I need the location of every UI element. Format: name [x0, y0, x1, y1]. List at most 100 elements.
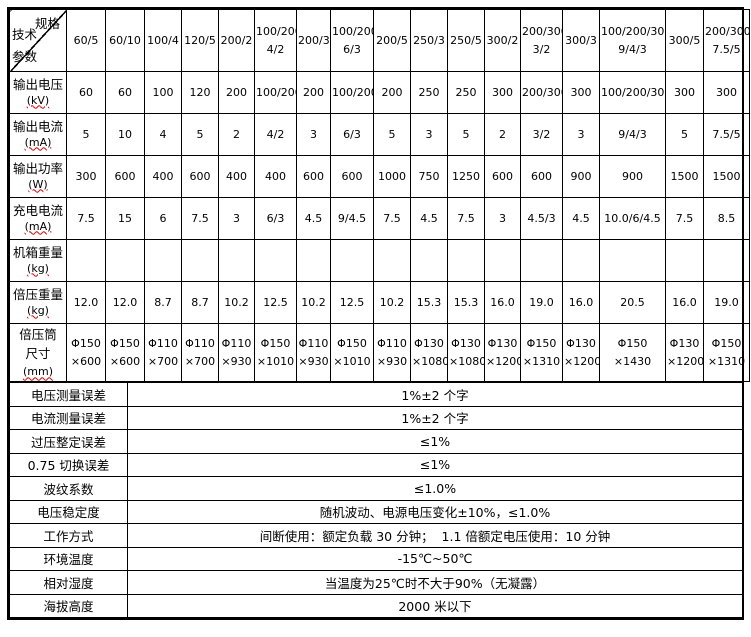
value-cell: 16.0 — [562, 281, 600, 324]
value-cell: 12.5 — [330, 281, 374, 324]
row-unit: (mA) — [24, 219, 52, 233]
spec-row-label: 海拔高度 — [9, 593, 128, 618]
table-row: 输出电压(kV)6060100120200100/200200100/20020… — [9, 71, 750, 114]
value-cell: Φ150 ×600 — [66, 323, 106, 382]
value-cell: Φ150 ×1310 — [520, 323, 563, 382]
value-cell: 250 — [410, 71, 448, 114]
row-label: 倍压筒 尺寸 — [19, 326, 57, 361]
row-label-cell: 充电电流 (mA) — [9, 197, 67, 240]
value-cell: Φ150 ×1010 — [254, 323, 297, 382]
row-label: 输出功率 — [12, 160, 63, 176]
model-header: 250/3 — [410, 9, 448, 72]
table-row: 倍压重量 (kg) 12.0 12.0 8.7 8.7 10.2 12.5 10.2 12.5 10… — [9, 281, 750, 324]
value-cell: 8.5 — [703, 197, 750, 240]
value-cell: 19.0 — [520, 281, 563, 324]
value-cell: 6/3 — [254, 197, 297, 240]
value-cell — [703, 239, 750, 282]
spec-row: 电压稳定度 随机波动、电源电压变化±10%，≤1.0% — [9, 499, 743, 524]
table-row: 输出功率 (W) 300 600 400 600 400 400 600 600 1000 750 12… — [9, 155, 750, 198]
spec-row: 海拔高度 2000 米以下 — [9, 593, 743, 618]
value-cell: 10.2 — [373, 281, 411, 324]
model-header: 60/5 — [66, 9, 106, 72]
value-cell: 8.7 — [181, 281, 219, 324]
spec-row-value: 间断使用：额定负载 30 分钟； 1.1 倍额定电压使用：10 分钟 — [127, 523, 743, 548]
row-unit: (mA) — [24, 135, 52, 149]
value-cell: 1000 — [373, 155, 411, 198]
row-label-cell: 输出功率 (W) — [9, 155, 67, 198]
value-cell: 200 — [373, 71, 411, 114]
value-cell: 7.5/5 — [703, 113, 750, 156]
value-cell — [218, 239, 255, 282]
model-header: 250/5 — [447, 9, 485, 72]
value-cell: 5 — [66, 113, 106, 156]
row-label: 充电电流 — [12, 202, 63, 218]
model-header: 200/3 — [296, 9, 331, 72]
value-cell: 16.0 — [484, 281, 521, 324]
spec-row-value: 随机波动、电源电压变化±10%，≤1.0% — [127, 499, 743, 524]
value-cell: Φ130 ×1080 — [410, 323, 448, 382]
value-cell: 60 — [105, 71, 145, 114]
value-cell: Φ150 ×1430 — [599, 323, 666, 382]
value-cell: 4.5 — [296, 197, 331, 240]
value-cell: 300 — [562, 71, 600, 114]
corner-cell: 规格 技术 参数 — [9, 9, 67, 72]
value-cell: 4.5 — [410, 197, 448, 240]
spec-row-label: 工作方式 — [9, 523, 128, 548]
spec-row: 0.75 切换误差 ≤1% — [9, 452, 743, 477]
model-header: 60/10 — [105, 9, 145, 72]
value-cell: 750 — [410, 155, 448, 198]
model-header: 200/300 3/2 — [520, 9, 563, 72]
corner-label-spec: 规格 — [34, 16, 60, 31]
spec-row-value: ≤1% — [127, 429, 743, 454]
row-unit: (kg) — [27, 261, 49, 275]
model-header: 100/200/300 9/4/3 — [599, 9, 666, 72]
row-label-cell: 输出电压 (kV) — [9, 71, 67, 114]
value-cell: 4 — [144, 113, 182, 156]
value-cell: 600 — [181, 155, 219, 198]
value-cell: 8.7 — [144, 281, 182, 324]
value-cell: 12.5 — [254, 281, 297, 324]
value-cell — [447, 239, 485, 282]
value-cell: 3 — [410, 113, 448, 156]
spec-row-label: 环境温度 — [9, 546, 128, 571]
value-cell — [665, 239, 704, 282]
model-header: 300/2 — [484, 9, 521, 72]
value-cell: 4/2 — [254, 113, 297, 156]
value-cell: 15.3 — [410, 281, 448, 324]
value-cell — [105, 239, 145, 282]
spec-row: 波纹系数 ≤1.0% — [9, 476, 743, 501]
value-cell: 6 — [144, 197, 182, 240]
value-cell: 10 — [105, 113, 145, 156]
spec-row-label: 过压整定误差 — [9, 429, 128, 454]
spec-row-label: 电压测量误差 — [9, 382, 128, 407]
spec-row-label: 0.75 切换误差 — [9, 452, 128, 477]
value-cell: 1500 — [665, 155, 704, 198]
value-cell: Φ130 ×1200 — [665, 323, 704, 382]
value-cell — [254, 239, 297, 282]
model-header: 300/3 — [562, 9, 600, 72]
value-cell: 900 — [562, 155, 600, 198]
value-cell: 400 — [218, 155, 255, 198]
spec-row-value: 当温度为25℃时不大于90%（无凝露） — [127, 570, 743, 595]
spec-row: 工作方式 间断使用：额定负载 30 分钟； 1.1 倍额定电压使用：10 分钟 — [9, 523, 743, 548]
value-cell: 2 — [484, 113, 521, 156]
value-cell: 3 — [484, 197, 521, 240]
value-cell: Φ150 ×600 — [105, 323, 145, 382]
value-cell — [373, 239, 411, 282]
value-cell: Φ110 ×930 — [296, 323, 331, 382]
value-cell: 10.2 — [296, 281, 331, 324]
value-cell: Φ150 ×1310 — [703, 323, 750, 382]
value-cell: 16.0 — [665, 281, 704, 324]
corner-label-tech: 技术 参数 — [12, 27, 38, 65]
value-cell: 9/4.5 — [330, 197, 374, 240]
spec-row-value: -15℃~50℃ — [127, 546, 743, 571]
value-cell: 15 — [105, 197, 145, 240]
value-cell: 300 — [703, 71, 750, 114]
spec-row-value: 2000 米以下 — [127, 593, 743, 618]
value-cell: 4.5 — [562, 197, 600, 240]
value-cell: 100 — [144, 71, 182, 114]
value-cell: 5 — [447, 113, 485, 156]
model-header: 200/5 — [373, 9, 411, 72]
